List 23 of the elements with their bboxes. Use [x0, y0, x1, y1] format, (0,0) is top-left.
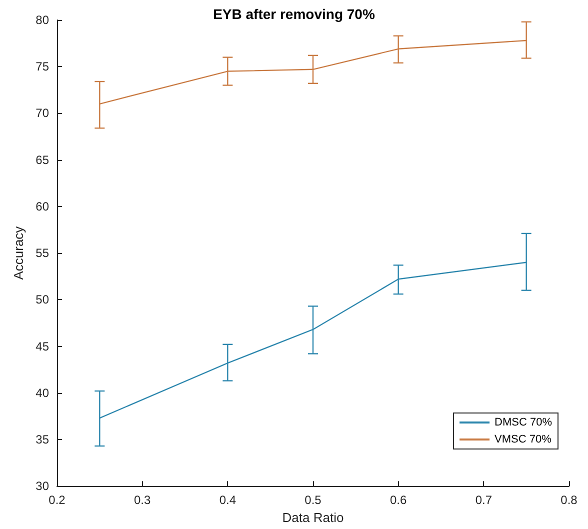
- y-tick-label: 60: [36, 199, 50, 214]
- chart-title: EYB after removing 70%: [213, 6, 376, 22]
- x-tick-label: 0.8: [560, 493, 578, 508]
- x-axis-title: Data Ratio: [282, 510, 344, 525]
- x-tick-label: 0.5: [304, 493, 322, 508]
- y-tick-label: 80: [36, 13, 50, 27]
- legend-label: DMSC 70%: [494, 416, 552, 428]
- y-axis-title: Accuracy: [10, 226, 26, 280]
- y-tick-label: 35: [36, 432, 50, 446]
- y-tick-label: 45: [36, 339, 50, 354]
- y-tick-label: 75: [36, 60, 50, 74]
- x-tick-label: 0.2: [48, 493, 66, 508]
- y-tick-label: 30: [36, 479, 50, 494]
- legend-label: VMSC 70%: [494, 434, 552, 446]
- y-tick-label: 40: [36, 386, 50, 400]
- x-tick-label: 0.6: [390, 493, 407, 508]
- y-tick-label: 65: [36, 152, 50, 167]
- y-tick-label: 70: [36, 106, 50, 120]
- y-tick-label: 50: [36, 292, 50, 307]
- y-tick-label: 55: [36, 246, 50, 260]
- x-tick-label: 0.7: [475, 493, 492, 508]
- x-tick-label: 0.4: [219, 493, 236, 508]
- x-tick-label: 0.3: [134, 493, 151, 508]
